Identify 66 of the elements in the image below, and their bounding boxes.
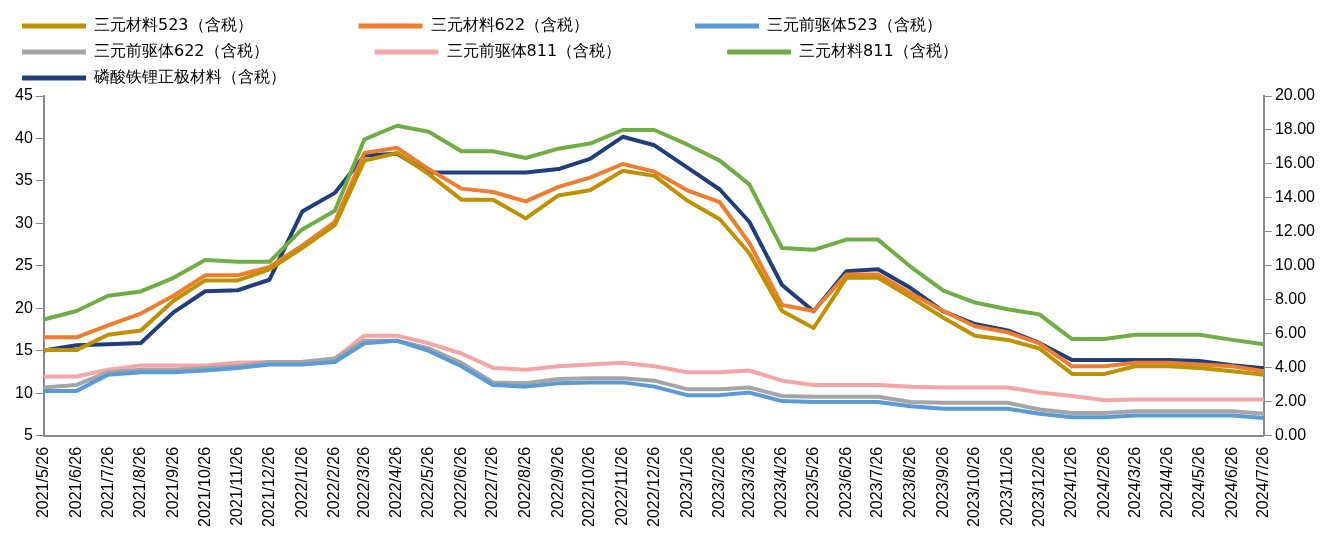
x-tick-label: 2024/1/26 (1062, 446, 1080, 519)
y2-tick-label: 6.00 (1274, 324, 1307, 342)
y2-tick-label: 10.00 (1274, 256, 1316, 274)
y-tick-label: 25 (15, 256, 33, 274)
y2-tick-label: 18.00 (1274, 120, 1316, 138)
x-tick-label: 2023/2/26 (710, 446, 728, 519)
legend-label: 三元材料523（含税） (94, 15, 349, 35)
x-tick-label: 2022/8/26 (516, 446, 534, 519)
x-tick-label: 2021/10/26 (195, 446, 213, 527)
y2-tick-label: 16.00 (1274, 154, 1316, 172)
x-tick-label: 2023/6/26 (836, 446, 854, 519)
y-tick-label: 20 (15, 298, 33, 316)
y2-tick-label: 4.00 (1274, 358, 1307, 376)
x-tick-label: 2023/9/26 (933, 446, 951, 519)
x-tick-label: 2024/3/26 (1125, 446, 1143, 519)
x-tick-label: 2021/7/26 (98, 446, 116, 519)
y-tick-label: 40 (15, 128, 33, 146)
x-tick-label: 2023/7/26 (868, 446, 886, 519)
y2-tick-label: 2.00 (1274, 392, 1307, 410)
x-tick-label: 2022/11/26 (613, 446, 631, 526)
x-tick-label: 2021/8/26 (131, 446, 149, 519)
y2-tick-label: 12.00 (1274, 222, 1316, 240)
legend-label: 三元材料622（含税） (430, 15, 686, 35)
x-tick-label: 2023/5/26 (804, 446, 822, 519)
y-tick-label: 30 (15, 213, 33, 231)
legend-label: 三元前驱体811（含税） (446, 41, 718, 61)
x-tick-label: 2023/10/26 (965, 446, 983, 527)
x-tick-label: 2024/4/26 (1158, 446, 1176, 519)
x-tick-label: 2022/7/26 (483, 446, 501, 519)
x-tick-label: 2022/9/26 (548, 446, 566, 519)
x-tick-label: 2023/8/26 (901, 446, 919, 519)
x-tick-label: 2021/11/26 (228, 446, 246, 526)
y2-tick-label: 20.00 (1274, 86, 1316, 104)
x-tick-label: 2022/1/26 (292, 446, 310, 519)
x-tick-label: 2023/12/26 (1029, 446, 1047, 527)
y-tick-label: 35 (15, 171, 33, 189)
x-tick-label: 2023/11/26 (998, 446, 1016, 526)
x-tick-label: 2022/4/26 (387, 446, 405, 519)
x-tick-label: 2023/1/26 (677, 446, 695, 519)
y-tick-label: 5 (23, 426, 33, 444)
legend-label: 三元材料811（含税） (799, 41, 1054, 61)
x-tick-label: 2024/5/26 (1190, 446, 1208, 519)
y-tick-label: 45 (15, 86, 33, 104)
legend-label: 三元前驱体523（含税） (767, 15, 1038, 35)
y2-tick-label: 0.00 (1274, 426, 1307, 444)
x-tick-label: 2022/10/26 (580, 446, 598, 527)
x-tick-label: 2024/2/26 (1095, 446, 1113, 519)
y-tick-label: 10 (15, 383, 33, 401)
x-tick-label: 2024/7/26 (1254, 446, 1272, 519)
x-tick-label: 2022/5/26 (419, 446, 437, 519)
x-tick-label: 2021/12/26 (259, 446, 277, 527)
y-tick-label: 15 (15, 341, 33, 359)
x-tick-label: 2023/4/26 (772, 446, 790, 519)
x-tick-label: 2021/9/26 (163, 446, 181, 519)
x-tick-label: 2023/3/26 (739, 446, 757, 519)
legend-label: 三元前驱体622（含税） (94, 41, 365, 61)
x-tick-label: 2022/12/26 (644, 446, 662, 527)
x-tick-label: 2022/6/26 (451, 446, 469, 519)
legend-label: 磷酸铁锂正极材料（含税） (93, 67, 382, 87)
x-tick-label: 2024/6/26 (1222, 446, 1240, 519)
x-tick-label: 2022/3/26 (354, 446, 372, 519)
x-tick-label: 2021/6/26 (66, 446, 84, 519)
x-tick-label: 2021/5/26 (34, 446, 52, 519)
x-tick-label: 2022/2/26 (325, 446, 343, 519)
y2-tick-label: 14.00 (1274, 188, 1316, 206)
y2-tick-label: 8.00 (1274, 290, 1307, 308)
